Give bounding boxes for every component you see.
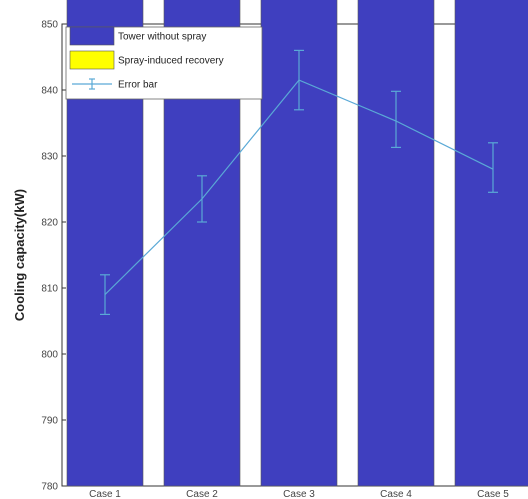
y-tick-label-780: 780	[41, 482, 58, 493]
y-tick-label-800: 800	[41, 350, 58, 361]
x-tick-label-case-3: Case 3	[283, 489, 315, 499]
x-tick-label-case-5: Case 5	[477, 489, 509, 499]
legend-swatch-spray-induced-recovery	[69, 50, 115, 70]
bars	[66, 0, 528, 487]
legend-label-spray-induced-recovery: Spray-induced recovery	[118, 56, 224, 67]
legend-swatch-tower-without-spray	[69, 26, 115, 46]
y-tick-label-840: 840	[41, 86, 58, 97]
y-axis: 780 790 800 810 820 830 840 850	[41, 20, 66, 493]
legend-label-tower-without-spray: Tower without spray	[118, 32, 206, 43]
y-tick-label-830: 830	[41, 152, 58, 163]
y-tick-label-810: 810	[41, 284, 58, 295]
error-line	[100, 49, 498, 315]
bar-tower-without-spray-case-4	[357, 0, 435, 487]
bar-tower-without-spray-case-5	[454, 0, 528, 487]
y-tick-label-820: 820	[41, 218, 58, 229]
x-tick-label-case-4: Case 4	[380, 489, 412, 499]
legend-label-error-bar: Error bar	[118, 80, 158, 91]
y-tick-label-790: 790	[41, 416, 58, 427]
x-tick-label-case-2: Case 2	[186, 489, 218, 499]
legend: Tower without spray Spray-induced recove…	[65, 26, 263, 100]
legend-swatch-error-bar	[72, 78, 112, 90]
x-tick-label-case-1: Case 1	[89, 489, 121, 499]
y-axis-title: Cooling capacity(kW)	[12, 189, 27, 321]
y-tick-label-850: 850	[41, 20, 58, 31]
